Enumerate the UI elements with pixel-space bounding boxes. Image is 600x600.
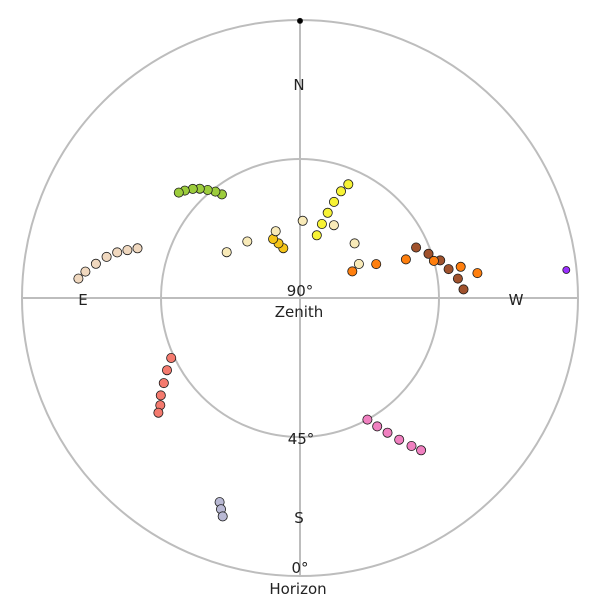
satellite-track	[347, 254, 483, 279]
track-point	[161, 365, 172, 376]
satellite-track	[268, 233, 289, 254]
track-point	[187, 183, 198, 194]
track-point	[132, 243, 143, 254]
track-point	[400, 254, 411, 265]
track-point	[411, 242, 422, 253]
track-point	[101, 251, 112, 262]
satellite-track	[153, 352, 177, 418]
track-point	[382, 427, 393, 438]
satellite-track	[562, 266, 571, 274]
track-point	[328, 220, 339, 231]
track-point	[455, 261, 466, 272]
track-point	[173, 187, 184, 198]
satellite-track	[221, 215, 364, 269]
track-point	[362, 414, 373, 425]
track-point	[73, 273, 84, 284]
east-label: E	[78, 291, 87, 309]
track-point	[343, 179, 354, 190]
track-point	[112, 247, 123, 258]
track-point	[166, 352, 177, 363]
track-point	[296, 17, 303, 24]
track-point	[316, 218, 327, 229]
track-point	[335, 186, 346, 197]
track-point	[158, 378, 169, 389]
satellite-track	[362, 414, 427, 456]
track-point	[349, 238, 360, 249]
track-point	[372, 421, 383, 432]
south-label: S	[294, 509, 304, 527]
satellite-track	[173, 183, 227, 200]
track-point	[371, 259, 382, 270]
track-point	[328, 196, 339, 207]
satellite-tracks	[73, 17, 571, 522]
ring-45-label: 45°	[288, 430, 315, 448]
track-point	[155, 390, 166, 401]
track-point	[153, 407, 164, 418]
west-label: W	[509, 291, 524, 309]
horizon-label: Horizon	[269, 580, 326, 598]
track-point	[80, 266, 91, 277]
track-point	[311, 230, 322, 241]
track-point	[217, 511, 228, 522]
horizon-value-label: 0°	[291, 559, 308, 577]
track-point	[122, 245, 133, 256]
satellite-track	[311, 179, 354, 241]
track-point	[428, 255, 439, 266]
track-point	[90, 258, 101, 269]
track-point	[416, 445, 427, 456]
track-point	[322, 207, 333, 218]
satellite-track	[73, 243, 143, 284]
zenith-label: Zenith	[275, 303, 324, 321]
track-point	[221, 247, 232, 258]
track-point	[406, 440, 417, 451]
track-point	[452, 273, 463, 284]
track-point	[458, 284, 469, 295]
north-label: N	[293, 76, 304, 94]
track-point	[423, 248, 434, 259]
satellite-track	[296, 17, 303, 24]
track-point	[562, 266, 571, 274]
satellite-track	[214, 497, 228, 522]
track-point	[297, 215, 308, 226]
zenith-value-label: 90°	[287, 282, 314, 300]
track-point	[472, 268, 483, 279]
track-point	[242, 236, 253, 247]
track-point	[270, 226, 281, 237]
track-point	[347, 266, 358, 277]
track-point	[353, 258, 364, 269]
track-point	[394, 434, 405, 445]
track-point	[443, 264, 454, 275]
